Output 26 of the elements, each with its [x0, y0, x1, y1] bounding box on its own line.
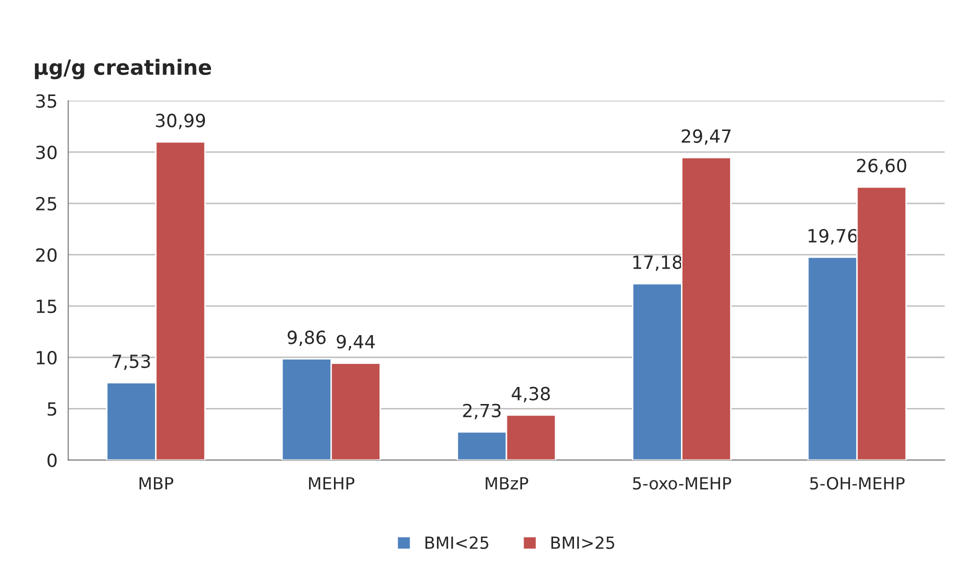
x-tick-label: 5-OH-MEHP — [810, 476, 905, 490]
data-label: 30,99 — [156, 114, 205, 130]
data-label: 2,73 — [463, 404, 501, 420]
x-tick-label: 5-oxo-MEHP — [633, 477, 732, 490]
data-label: 17,18 — [633, 255, 682, 271]
data-label: 26,60 — [857, 158, 906, 174]
y-axis-title: µg/g creatinine — [34, 58, 212, 80]
legend-label: BMI<25 — [426, 536, 488, 549]
x-tick-label: MEHP — [309, 477, 354, 490]
data-label: 29,47 — [682, 129, 731, 145]
y-tick-label: 35 — [36, 94, 56, 108]
y-tick-label: 15 — [36, 300, 56, 314]
data-label: 9,86 — [288, 330, 326, 346]
data-label: 19,76 — [808, 228, 858, 244]
y-tick-label: 20 — [36, 248, 57, 262]
data-label: 4,38 — [512, 386, 550, 402]
y-tick-label: 30 — [36, 146, 57, 160]
x-tick-label: MBzP — [486, 477, 528, 490]
data-label: 7,53 — [112, 354, 150, 370]
y-tick-label: 25 — [36, 196, 56, 211]
x-tick-label: MBP — [140, 477, 174, 490]
y-tick-label: 10 — [36, 350, 57, 364]
y-tick-label: 5 — [48, 402, 56, 416]
y-tick-label: 0 — [48, 453, 57, 468]
data-label: 9,44 — [336, 334, 375, 350]
legend-label: BMI>25 — [551, 536, 614, 549]
